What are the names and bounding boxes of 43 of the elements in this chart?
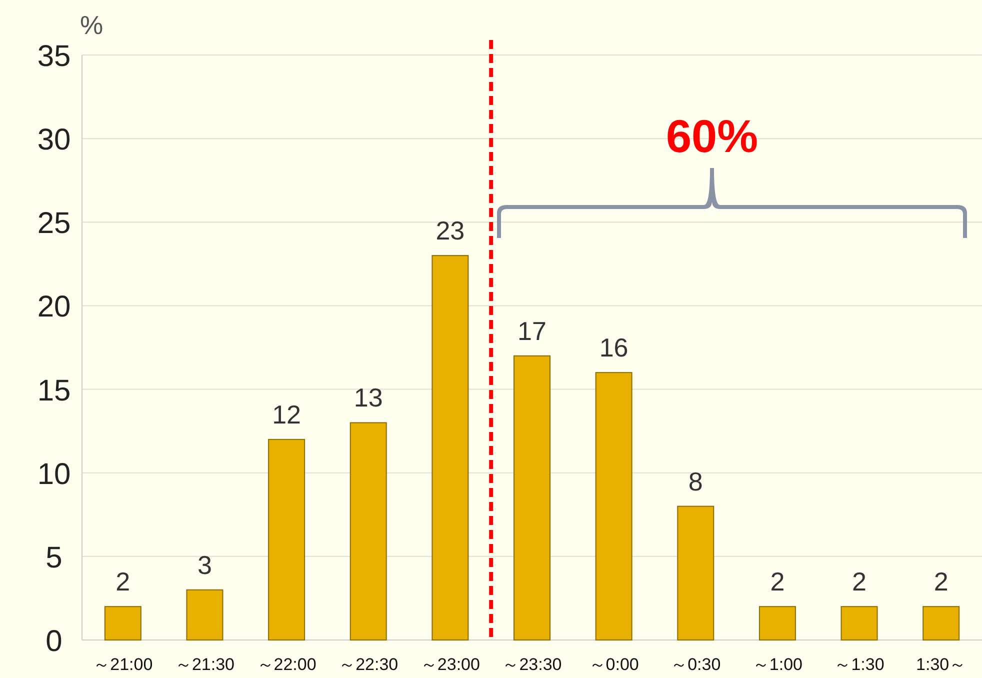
x-tick-label: ～21:30: [174, 655, 234, 674]
bar: [922, 606, 960, 640]
data-label: 2: [116, 566, 130, 597]
bar: [514, 355, 550, 640]
y-tick-label: 25: [37, 207, 71, 240]
data-label: 12: [272, 399, 302, 430]
x-tick-label: ～23:30: [502, 655, 562, 674]
bar: [595, 372, 632, 640]
bar: [104, 606, 142, 640]
annotation: 60%: [666, 110, 758, 162]
x-tick-label: ～22:30: [338, 655, 398, 674]
data-label: 16: [599, 332, 628, 363]
data-label: 2: [934, 566, 948, 597]
bar: [840, 606, 878, 640]
data-label: 2: [852, 566, 867, 597]
data-label: 17: [518, 316, 546, 346]
bar: [350, 422, 387, 640]
y-tick-label: 20: [37, 290, 71, 324]
y-tick-label: 30: [37, 124, 71, 157]
data-label: 8: [688, 466, 703, 496]
x-tick-label: ～1:00: [752, 655, 802, 674]
x-tick-label: 1:30～: [916, 655, 966, 674]
x-tick-label: ～1:30: [834, 655, 884, 674]
bar: [758, 606, 796, 640]
x-tick-label: ～23:00: [420, 655, 480, 674]
x-tick-label: ～21:00: [93, 655, 153, 674]
bar: [186, 589, 224, 640]
data-label: 13: [354, 382, 383, 413]
y-tick-label: 15: [37, 374, 71, 408]
x-tick-label: ～0:00: [588, 655, 639, 674]
y-tick-label: 10: [37, 458, 71, 491]
x-tick-label: ～22:00: [256, 655, 316, 674]
data-label: 23: [436, 216, 465, 246]
bar: [268, 438, 306, 640]
y-tick-label: 5: [46, 541, 62, 574]
bar: [677, 506, 714, 640]
y-tick-label: 35: [37, 40, 71, 73]
y-axis-title: %: [80, 10, 104, 40]
bar: [432, 255, 469, 640]
data-label: 2: [770, 566, 785, 597]
y-tick-label: 0: [46, 625, 62, 658]
x-tick-label: ～0:30: [670, 655, 721, 674]
data-label: 3: [197, 550, 212, 580]
